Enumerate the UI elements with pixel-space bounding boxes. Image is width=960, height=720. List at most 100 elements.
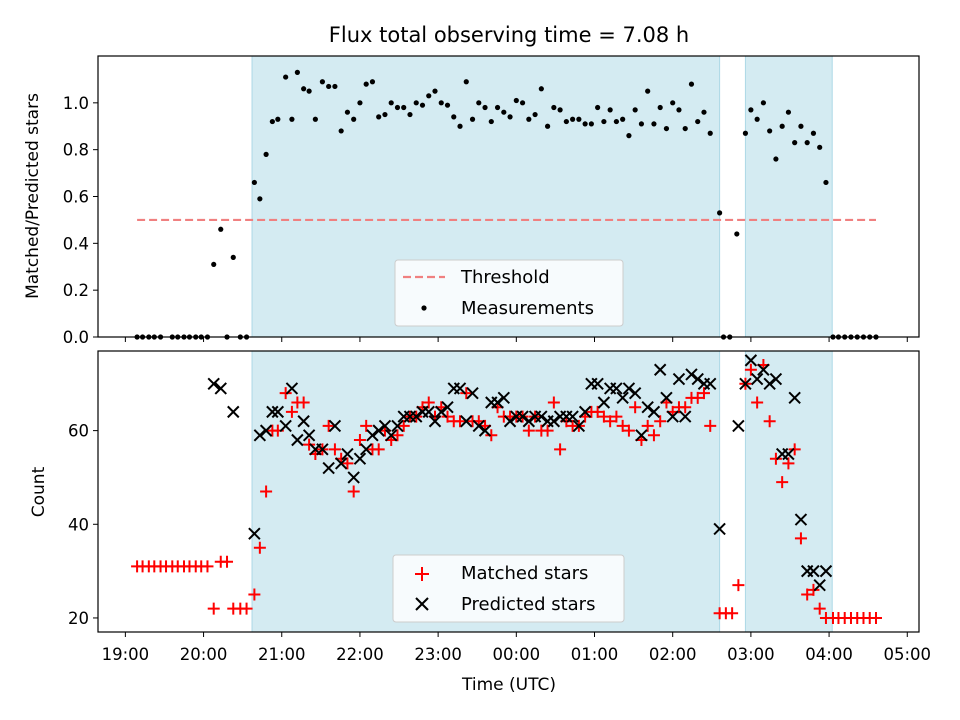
matched-star-point <box>691 391 704 404</box>
predicted-star-point <box>472 419 485 433</box>
observing-window <box>744 350 833 633</box>
measurement-point <box>663 125 670 132</box>
matched-star-point <box>422 396 435 409</box>
measurement-point <box>576 116 582 122</box>
predicted-star-point <box>316 443 329 456</box>
observing-window <box>744 55 833 338</box>
predicted-star-point <box>572 419 586 433</box>
measurement-point <box>760 100 767 106</box>
predicted-star-point <box>372 424 385 437</box>
matched-star-point <box>610 410 623 423</box>
measurement-point <box>551 104 557 111</box>
measurement-point <box>507 114 513 120</box>
measurement-point <box>798 123 804 129</box>
measurement-point <box>451 114 457 120</box>
measurement-point <box>682 125 688 132</box>
matched-star-point <box>769 452 782 465</box>
matched-star-point <box>622 424 635 437</box>
measurement-point <box>695 118 701 125</box>
matched-star-point <box>260 485 273 498</box>
predicted-star-point <box>227 405 240 419</box>
predicted-star-point <box>763 377 776 390</box>
measurement-point <box>519 100 526 106</box>
measurement-point <box>382 111 388 118</box>
measurement-point <box>319 79 326 85</box>
predicted-star-point <box>641 400 654 414</box>
x-tick-label: 22:00 <box>336 645 384 664</box>
measurement-point <box>817 144 823 150</box>
count-panel: 19:00 20:00 21:00 22:00 23:00 00:00 01:00 02:00… <box>29 350 931 664</box>
measurement-point <box>707 130 713 136</box>
measurement-point <box>363 81 369 87</box>
measurement-point <box>582 121 588 127</box>
measurement-point <box>407 111 413 118</box>
predicted-star-point <box>322 461 335 475</box>
matched-star-point <box>248 588 261 601</box>
measurement-point <box>804 140 810 146</box>
predicted-star-point <box>291 433 304 447</box>
matched-star-point <box>303 438 316 451</box>
legend-predicted-swatch <box>415 597 429 611</box>
y-tick-label: 0.0 <box>63 328 89 347</box>
legend-measurements-swatch <box>421 305 427 311</box>
predicted-star-point <box>391 419 404 433</box>
predicted-star-point <box>366 429 379 442</box>
matched-star-point <box>641 419 654 432</box>
predicted-star-point <box>685 368 698 381</box>
predicted-star-point <box>441 400 454 414</box>
predicted-star-point <box>691 372 704 386</box>
measurement-point <box>432 88 438 94</box>
y-tick-label: 0.4 <box>63 234 89 253</box>
y-tick-label: 0.6 <box>63 188 89 207</box>
matched-star-point <box>397 419 410 432</box>
measurement-point <box>332 83 338 90</box>
matched-star-point <box>807 583 820 596</box>
measurement-point <box>289 116 295 122</box>
predicted-star-point <box>248 527 261 540</box>
legend-threshold-label: Threshold <box>460 267 550 288</box>
measurement-point <box>676 107 682 113</box>
matched-star-point <box>616 419 629 432</box>
predicted-star-point <box>214 382 227 395</box>
measurement-point <box>607 107 613 113</box>
matched-star-point <box>322 419 335 432</box>
count-legend-box <box>392 554 625 623</box>
matched-star-point <box>732 579 745 592</box>
matched-star-point <box>391 429 404 442</box>
measurement-point <box>457 123 463 129</box>
x-tick-label: 19:00 <box>102 645 150 664</box>
matched-star-point <box>353 433 366 446</box>
y-tick-label: 1.0 <box>63 94 89 113</box>
measurement-point <box>294 69 300 75</box>
predicted-star-point <box>341 447 354 461</box>
predicted-star-point <box>782 447 795 461</box>
predicted-star-point <box>750 372 764 386</box>
predicted-star-point <box>279 419 292 433</box>
measurement-point <box>230 254 236 260</box>
predicted-star-point <box>359 443 373 456</box>
measurement-point <box>275 116 281 122</box>
measurement-point <box>688 81 695 87</box>
matched-star-point <box>591 405 604 418</box>
predicted-star-point <box>491 396 504 409</box>
measurement-point <box>494 104 501 111</box>
measurement-point <box>413 100 419 106</box>
predicted-star-point <box>653 363 667 376</box>
predicted-star-point <box>259 424 273 437</box>
chart-title: Flux total observing time = 7.08 h <box>329 23 689 47</box>
matched-star-point <box>654 415 667 428</box>
matched-star-point <box>704 419 717 432</box>
predicted-star-point <box>597 396 611 409</box>
x-tick-label: 02:00 <box>649 645 697 664</box>
measurement-point <box>532 111 538 118</box>
measurement-point <box>211 261 217 268</box>
measurement-point <box>301 86 307 92</box>
x-tick-label: 03:00 <box>727 645 775 664</box>
measurement-point <box>401 104 407 111</box>
predicted-star-point <box>610 382 623 395</box>
predicted-star-point <box>591 377 604 390</box>
predicted-star-point <box>666 410 679 423</box>
predicted-star-point <box>266 405 279 419</box>
predicted-star-point <box>744 354 758 367</box>
